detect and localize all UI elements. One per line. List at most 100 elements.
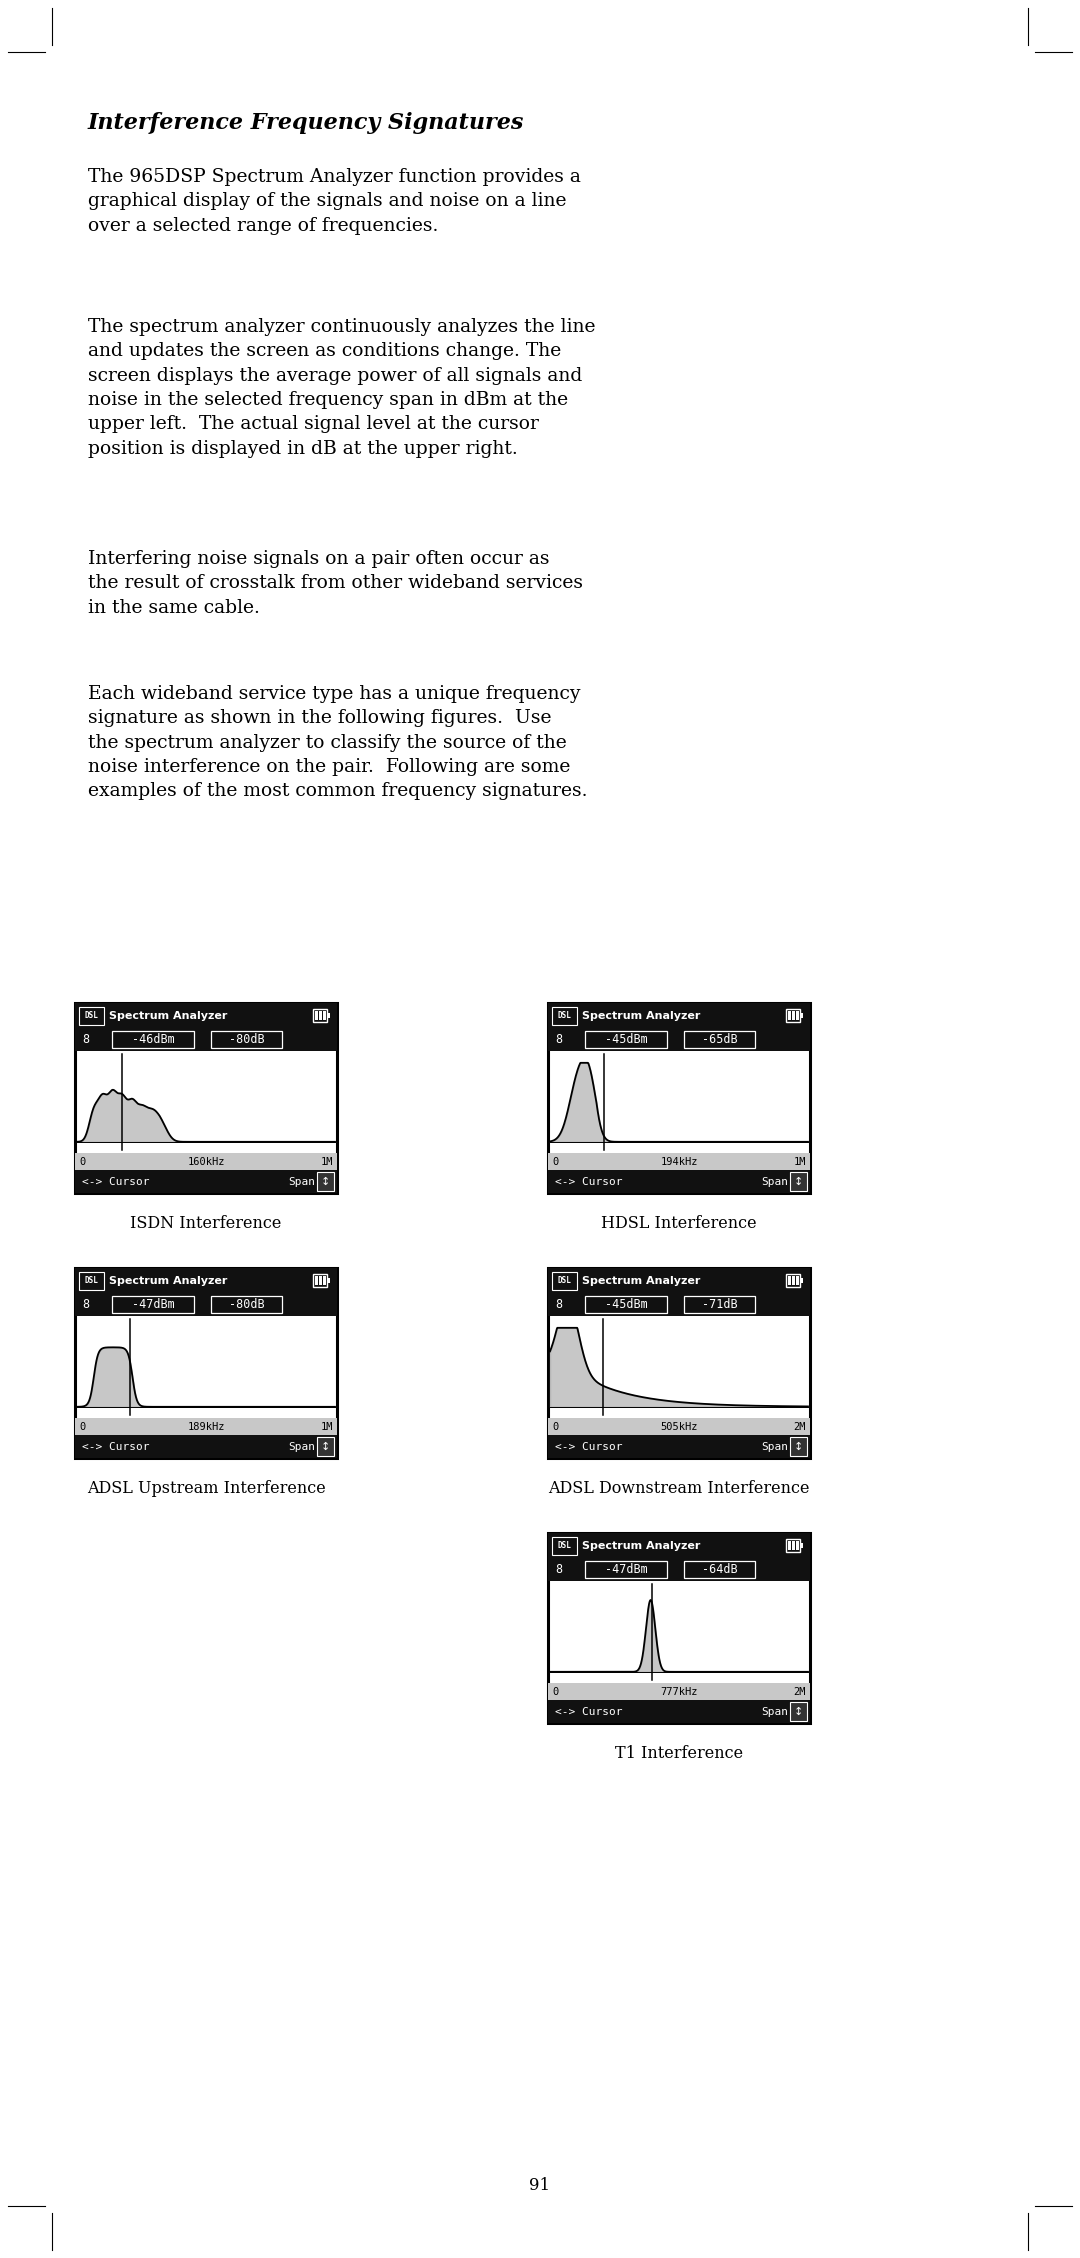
Bar [584, 1296, 667, 1314]
Text: Interference Frequency Signatures: Interference Frequency Signatures [87, 113, 525, 133]
Text: 8: 8 [555, 1298, 562, 1312]
Text: ↕: ↕ [321, 1176, 330, 1188]
Text: T1 Interference: T1 Interference [615, 1745, 743, 1761]
Text: DSL: DSL [557, 1012, 571, 1021]
Bar [548, 1533, 810, 1723]
Bar [314, 1276, 318, 1285]
Text: Spectrum Analyzer: Spectrum Analyzer [582, 1012, 700, 1021]
Text: HDSL Interference: HDSL Interference [602, 1215, 757, 1233]
Text: <-> Cursor: <-> Cursor [555, 1441, 622, 1452]
Text: DSL: DSL [557, 1542, 571, 1551]
Bar [548, 1003, 810, 1192]
Bar [800, 1278, 804, 1283]
Bar [318, 1436, 334, 1456]
Text: 0: 0 [79, 1156, 85, 1167]
Text: Span: Span [288, 1176, 315, 1188]
Bar [796, 1276, 799, 1285]
Bar [75, 1418, 337, 1436]
Bar [111, 1032, 194, 1048]
Text: Spectrum Analyzer: Spectrum Analyzer [109, 1276, 227, 1285]
Bar [787, 1276, 791, 1285]
Text: 8: 8 [555, 1563, 562, 1576]
Text: 189kHz: 189kHz [187, 1423, 225, 1432]
Bar [584, 1560, 667, 1578]
Bar [584, 1032, 667, 1048]
Text: -45dBm: -45dBm [605, 1034, 647, 1045]
Text: ISDN Interference: ISDN Interference [131, 1215, 282, 1233]
Bar [789, 1172, 807, 1192]
Text: 777kHz: 777kHz [660, 1687, 698, 1696]
Bar [800, 1014, 804, 1018]
Bar [548, 1682, 810, 1700]
Bar [548, 1170, 810, 1192]
Text: -80dB: -80dB [229, 1298, 265, 1312]
Text: -47dBm: -47dBm [132, 1298, 174, 1312]
Bar [796, 1012, 799, 1021]
Bar [792, 1542, 795, 1551]
Bar [79, 1007, 104, 1025]
Text: <-> Cursor: <-> Cursor [555, 1707, 622, 1716]
Bar [786, 1540, 800, 1551]
Text: Span: Span [288, 1441, 315, 1452]
Bar [792, 1276, 795, 1285]
Text: -71dB: -71dB [702, 1298, 738, 1312]
Text: 194kHz: 194kHz [660, 1156, 698, 1167]
Text: -45dBm: -45dBm [605, 1298, 647, 1312]
Text: 0: 0 [552, 1156, 558, 1167]
Text: <-> Cursor: <-> Cursor [82, 1441, 149, 1452]
Bar [319, 1276, 322, 1285]
Bar [789, 1436, 807, 1456]
Text: ADSL Upstream Interference: ADSL Upstream Interference [86, 1479, 325, 1497]
Text: <-> Cursor: <-> Cursor [555, 1176, 622, 1188]
Bar [327, 1278, 330, 1283]
Text: 2M: 2M [794, 1423, 806, 1432]
Bar [548, 1269, 810, 1294]
Text: The spectrum analyzer continuously analyzes the line
and updates the screen as c: The spectrum analyzer continuously analy… [87, 318, 595, 458]
Text: Each wideband service type has a unique frequency
signature as shown in the foll: Each wideband service type has a unique … [87, 684, 588, 799]
Bar [787, 1542, 791, 1551]
Text: 1M: 1M [321, 1156, 333, 1167]
Bar [548, 1030, 810, 1050]
Text: DSL: DSL [84, 1276, 98, 1285]
Text: 8: 8 [555, 1034, 562, 1045]
Bar [319, 1012, 322, 1021]
Bar [796, 1542, 799, 1551]
Text: DSL: DSL [557, 1276, 571, 1285]
Text: Interfering noise signals on a pair often occur as
the result of crosstalk from : Interfering noise signals on a pair ofte… [87, 551, 583, 616]
Bar [548, 1700, 810, 1723]
Bar [685, 1296, 755, 1314]
Bar [787, 1012, 791, 1021]
Bar [75, 1030, 337, 1050]
Bar [552, 1538, 577, 1556]
Bar [548, 1436, 810, 1459]
Bar [75, 1269, 337, 1459]
Text: ADSL Downstream Interference: ADSL Downstream Interference [549, 1479, 810, 1497]
Text: 505kHz: 505kHz [660, 1423, 698, 1432]
Text: 0: 0 [79, 1423, 85, 1432]
Text: Spectrum Analyzer: Spectrum Analyzer [109, 1012, 227, 1021]
Text: Span: Span [761, 1441, 788, 1452]
Bar [548, 1003, 810, 1030]
Text: 91: 91 [529, 2177, 551, 2193]
Bar [800, 1542, 804, 1549]
Text: -47dBm: -47dBm [605, 1563, 647, 1576]
Text: -65dB: -65dB [702, 1034, 738, 1045]
Text: ↕: ↕ [794, 1176, 804, 1188]
Bar [318, 1172, 334, 1192]
Text: 2M: 2M [794, 1687, 806, 1696]
Text: ↕: ↕ [794, 1441, 804, 1452]
Text: -64dB: -64dB [702, 1563, 738, 1576]
Text: ↕: ↕ [794, 1707, 804, 1716]
Bar [75, 1003, 337, 1030]
Bar [685, 1560, 755, 1578]
Bar [548, 1418, 810, 1436]
Bar [552, 1007, 577, 1025]
Bar [313, 1009, 327, 1023]
Text: DSL: DSL [84, 1012, 98, 1021]
Bar [79, 1271, 104, 1289]
Text: Span: Span [761, 1176, 788, 1188]
Bar [685, 1032, 755, 1048]
Text: Spectrum Analyzer: Spectrum Analyzer [582, 1540, 700, 1551]
Bar [313, 1274, 327, 1287]
Text: 1M: 1M [321, 1423, 333, 1432]
